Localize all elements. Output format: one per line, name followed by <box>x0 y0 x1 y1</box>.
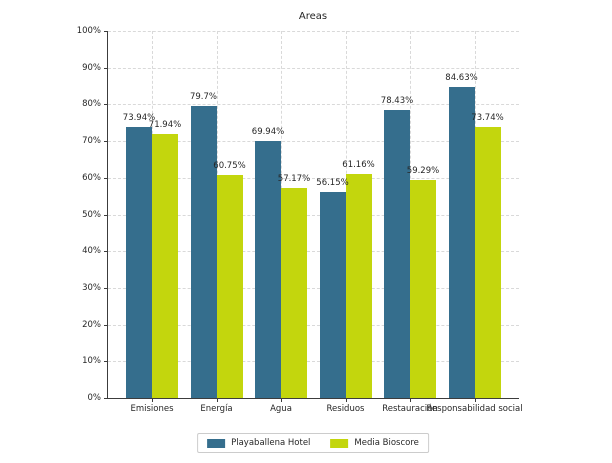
x-axis-tick-label: Agua <box>270 404 292 414</box>
bar-playaballena-hotel <box>319 191 346 398</box>
y-axis-tick <box>104 324 108 326</box>
x-axis-tick <box>345 398 347 402</box>
bar-value-label: 61.16% <box>342 159 375 170</box>
gridline-horizontal <box>108 324 519 326</box>
gridline-horizontal <box>108 177 519 179</box>
y-axis-tick <box>104 214 108 216</box>
x-axis-tick-label: Restauración <box>382 404 438 414</box>
gridline-horizontal <box>108 67 519 69</box>
y-axis-tick-label: 0% <box>87 393 102 403</box>
bar-media-bioscore <box>410 180 436 398</box>
y-axis-tick-label: 80% <box>82 99 101 110</box>
x-axis-tick <box>281 398 282 402</box>
x-axis-tick <box>216 398 218 402</box>
bar-value-label: 84.63% <box>445 73 478 84</box>
y-axis-tick-label: 100% <box>76 26 101 36</box>
legend-label: Playaballena Hotel <box>231 438 311 448</box>
x-axis-tick-label: Responsabilidad social <box>426 404 523 414</box>
bar-playaballena-hotel <box>255 141 281 398</box>
bar-value-label: 79.7% <box>189 91 218 102</box>
gridline-horizontal <box>108 251 519 253</box>
bar-media-bioscore <box>216 175 243 398</box>
y-axis-tick-label: 60% <box>82 172 101 183</box>
bar-value-label: 57.17% <box>277 174 311 185</box>
y-axis-tick-label: 90% <box>82 62 101 73</box>
gridline-horizontal <box>108 104 519 106</box>
bar-playaballena-hotel <box>384 110 410 398</box>
y-axis-tick-label: 30% <box>82 282 101 293</box>
plot-area: 0% 10% 20% 30% 40% 50% 60% 70% 80% 90% 100% Emision… <box>77 26 523 414</box>
y-axis-tick <box>104 31 108 32</box>
x-axis-tick <box>474 398 476 402</box>
bar-media-bioscore <box>474 127 501 398</box>
gridline-horizontal <box>108 361 519 363</box>
gridline-horizontal <box>108 287 519 289</box>
y-axis-tick <box>104 141 108 143</box>
gridline-horizontal <box>108 214 519 216</box>
bar-value-label: 56.15% <box>316 177 349 188</box>
bar-playaballena-hotel <box>190 105 217 398</box>
bar-media-bioscore <box>281 188 307 398</box>
gridline-horizontal <box>108 31 519 32</box>
bar-value-label: 71.94% <box>148 119 182 130</box>
legend-swatch-playaballena-hotel <box>207 438 226 448</box>
legend-item-playaballena-hotel: Playaballena Hotel <box>207 438 310 448</box>
gridline-horizontal <box>108 141 519 143</box>
bar-value-label: 59.29% <box>406 166 440 177</box>
chart-title: Areas <box>298 11 328 22</box>
x-axis-tick-label: Emisiones <box>130 404 174 414</box>
y-axis-tick <box>104 287 108 289</box>
legend: Playaballena Hotel Media Bioscore <box>197 433 429 453</box>
y-axis-tick-label: 10% <box>82 356 101 367</box>
y-axis-tick <box>104 398 108 399</box>
x-axis-tick <box>152 398 153 402</box>
y-axis-tick <box>104 177 108 179</box>
y-axis-tick <box>104 104 108 106</box>
y-axis-tick-label: 70% <box>82 136 101 147</box>
bar-media-bioscore <box>152 133 178 398</box>
legend-label: Media Bioscore <box>354 438 419 448</box>
legend-swatch-media-bioscore <box>330 438 349 448</box>
bar-value-label: 78.43% <box>380 96 414 107</box>
y-axis-tick <box>104 361 108 363</box>
y-axis-tick-label: 20% <box>82 319 101 330</box>
bar-media-bioscore <box>345 173 372 398</box>
bar-playaballena-hotel <box>126 126 152 398</box>
bar-value-label: 60.75% <box>213 161 246 172</box>
legend-item-media-bioscore: Media Bioscore <box>330 438 419 448</box>
x-axis-tick-label: Residuos <box>326 404 365 414</box>
bar-value-label: 69.94% <box>251 127 285 138</box>
y-axis-tick <box>104 67 108 69</box>
bar-value-label: 73.74% <box>471 113 504 124</box>
y-axis-tick <box>104 251 108 253</box>
bar-playaballena-hotel <box>448 87 475 398</box>
y-axis-tick-label: 50% <box>82 209 101 220</box>
y-axis-tick-label: 40% <box>82 246 101 257</box>
x-axis-tick <box>410 398 411 402</box>
x-axis-tick-label: Energía <box>200 404 233 414</box>
bar-value-label: 73.94% <box>122 112 156 123</box>
